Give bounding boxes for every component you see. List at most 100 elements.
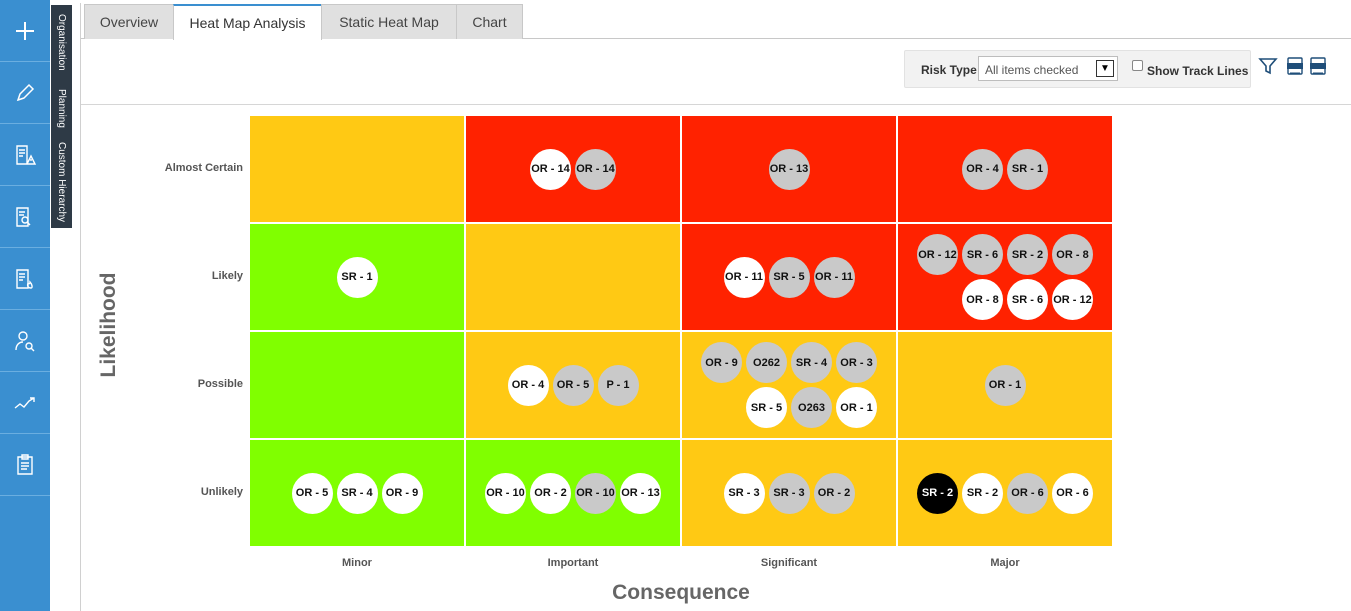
row-label: Likely [211, 270, 243, 282]
risk-bubble[interactable]: OR - 9 [381, 472, 423, 514]
pdf-export-button[interactable] [1308, 56, 1328, 76]
pencil-icon [16, 83, 35, 101]
risk-bubble[interactable]: SR - 6 [1007, 279, 1048, 320]
risk-bubble[interactable]: O262 [746, 342, 787, 383]
pdf-export-icon [1310, 57, 1326, 75]
vtab-planning[interactable]: Planning [51, 85, 72, 131]
heat-map-cell[interactable]: OR - 9 O262 SR - 4 OR - 3 SR - 5 O263 OR - 1 [681, 331, 897, 439]
risk-bubble[interactable]: OR - 5 [291, 472, 333, 514]
risk-bubble[interactable]: SR - 3 [723, 472, 765, 514]
risk-bubble[interactable]: SR - 2 [917, 472, 958, 514]
risk-bubble[interactable]: OR - 14 [530, 148, 571, 190]
fire-report-icon [16, 268, 33, 289]
heat-map-cell[interactable] [249, 115, 465, 223]
risk-bubble[interactable]: SR - 1 [1007, 148, 1048, 190]
heat-map-cell[interactable] [465, 223, 681, 331]
tab-chart[interactable]: Chart [456, 4, 523, 39]
risk-bubble[interactable]: SR - 5 [768, 256, 810, 298]
tab-static-heat-map[interactable]: Static Heat Map [321, 4, 457, 39]
risk-report-button[interactable] [0, 124, 50, 186]
fire-report-button[interactable] [0, 248, 50, 310]
risk-bubble[interactable]: OR - 8 [962, 279, 1003, 320]
clipboard-button[interactable] [0, 434, 50, 496]
risk-bubble[interactable]: SR - 3 [768, 472, 810, 514]
show-track-lines-label: Show Track Lines [1147, 64, 1249, 78]
risk-bubble[interactable]: OR - 13 [768, 148, 810, 190]
risk-bubble[interactable]: P - 1 [597, 364, 639, 406]
heat-map-cell[interactable]: OR - 1 [897, 331, 1113, 439]
risk-bubble[interactable]: OR - 6 [1052, 472, 1093, 514]
trend-button[interactable] [0, 372, 50, 434]
risk-bubble[interactable]: OR - 13 [620, 472, 661, 514]
heat-map-cell[interactable]: SR - 1 [249, 223, 465, 331]
heat-map-cell[interactable]: OR - 5 SR - 4 OR - 9 [249, 439, 465, 547]
risk-bubble[interactable]: OR - 11 [723, 256, 765, 298]
heat-map-cell[interactable]: OR - 10 OR - 2 OR - 10 OR - 13 [465, 439, 681, 547]
risk-bubble[interactable]: OR - 2 [530, 472, 571, 514]
risk-bubble[interactable]: SR - 4 [336, 472, 378, 514]
heat-map-cell[interactable]: SR - 2 SR - 2 OR - 6 OR - 6 [897, 439, 1113, 547]
tab-overview[interactable]: Overview [84, 4, 174, 39]
risk-bubble[interactable]: OR - 10 [485, 472, 526, 514]
show-track-lines-checkbox[interactable] [1132, 60, 1143, 71]
heat-map-cell[interactable]: SR - 3 SR - 3 OR - 2 [681, 439, 897, 547]
risk-bubble[interactable]: SR - 6 [962, 234, 1003, 275]
document-search-icon [16, 206, 31, 227]
risk-bubble[interactable]: O263 [791, 387, 832, 428]
risk-bubble[interactable]: OR - 10 [575, 472, 616, 514]
risk-bubble[interactable]: OR - 1 [984, 364, 1026, 406]
user-search-button[interactable] [0, 310, 50, 372]
risk-bubble[interactable]: OR - 14 [575, 148, 616, 190]
risk-bubble[interactable]: SR - 1 [336, 256, 378, 298]
row-label: Unlikely [200, 486, 243, 498]
x-axis-title: Consequence [612, 581, 750, 604]
filter-button[interactable] [1258, 56, 1278, 76]
risk-bubble[interactable]: OR - 12 [917, 234, 958, 275]
risk-bubble[interactable]: OR - 6 [1007, 472, 1048, 514]
tab-bar: Overview Heat Map Analysis Static Heat M… [81, 3, 1351, 40]
risk-type-value: All items checked [985, 63, 1079, 77]
risk-bubble[interactable]: OR - 1 [836, 387, 877, 428]
main-panel: Overview Heat Map Analysis Static Heat M… [80, 3, 1351, 611]
heat-map-cell[interactable] [249, 331, 465, 439]
risk-bubble[interactable]: OR - 4 [962, 148, 1003, 190]
risk-type-label: Risk Type [921, 63, 977, 77]
heat-map-cell[interactable]: OR - 14 OR - 14 [465, 115, 681, 223]
doc-export-button[interactable] [1285, 56, 1305, 76]
sidebar [0, 0, 50, 611]
risk-bubble[interactable]: OR - 8 [1052, 234, 1093, 275]
risk-bubble[interactable]: SR - 2 [962, 472, 1003, 514]
heat-map-cell[interactable]: OR - 4 SR - 1 [897, 115, 1113, 223]
filter-icon [1258, 58, 1278, 75]
heat-map-cell[interactable]: OR - 11 SR - 5 OR - 11 [681, 223, 897, 331]
risk-bubble[interactable]: SR - 4 [791, 342, 832, 383]
vtab-custom-hierarchy[interactable]: Custom Hierarchy [51, 139, 72, 225]
edit-button[interactable] [0, 62, 50, 124]
heat-map-cell[interactable]: OR - 12 SR - 6 SR - 2 OR - 8 OR - 8 SR - 6 OR … [897, 223, 1113, 331]
divider [81, 104, 1351, 105]
heat-map-cell[interactable]: OR - 13 [681, 115, 897, 223]
add-button[interactable] [0, 0, 50, 62]
risk-bubble[interactable]: OR - 12 [1052, 279, 1093, 320]
tab-heat-map-analysis[interactable]: Heat Map Analysis [173, 4, 322, 40]
column-label: Important [547, 557, 599, 569]
vtab-organisation[interactable]: Organisation [51, 9, 72, 75]
row-label: Almost Certain [164, 162, 243, 174]
user-search-icon [15, 330, 35, 351]
risk-bubble[interactable]: SR - 5 [746, 387, 787, 428]
column-label: Significant [760, 557, 818, 569]
document-search-button[interactable] [0, 186, 50, 248]
clipboard-icon [17, 453, 33, 475]
risk-type-select[interactable]: All items checked ▼ [978, 56, 1118, 81]
risk-bubble[interactable]: OR - 9 [701, 342, 742, 383]
risk-bubble[interactable]: OR - 5 [552, 364, 594, 406]
risk-bubble[interactable]: SR - 2 [1007, 234, 1048, 275]
vtab-label: Planning [56, 88, 67, 128]
risk-bubble[interactable]: OR - 4 [507, 364, 549, 406]
risk-bubble[interactable]: OR - 2 [813, 472, 855, 514]
risk-bubble[interactable]: OR - 11 [813, 256, 855, 298]
vtab-label: Custom Hierarchy [56, 141, 67, 223]
risk-bubble[interactable]: OR - 3 [836, 342, 877, 383]
